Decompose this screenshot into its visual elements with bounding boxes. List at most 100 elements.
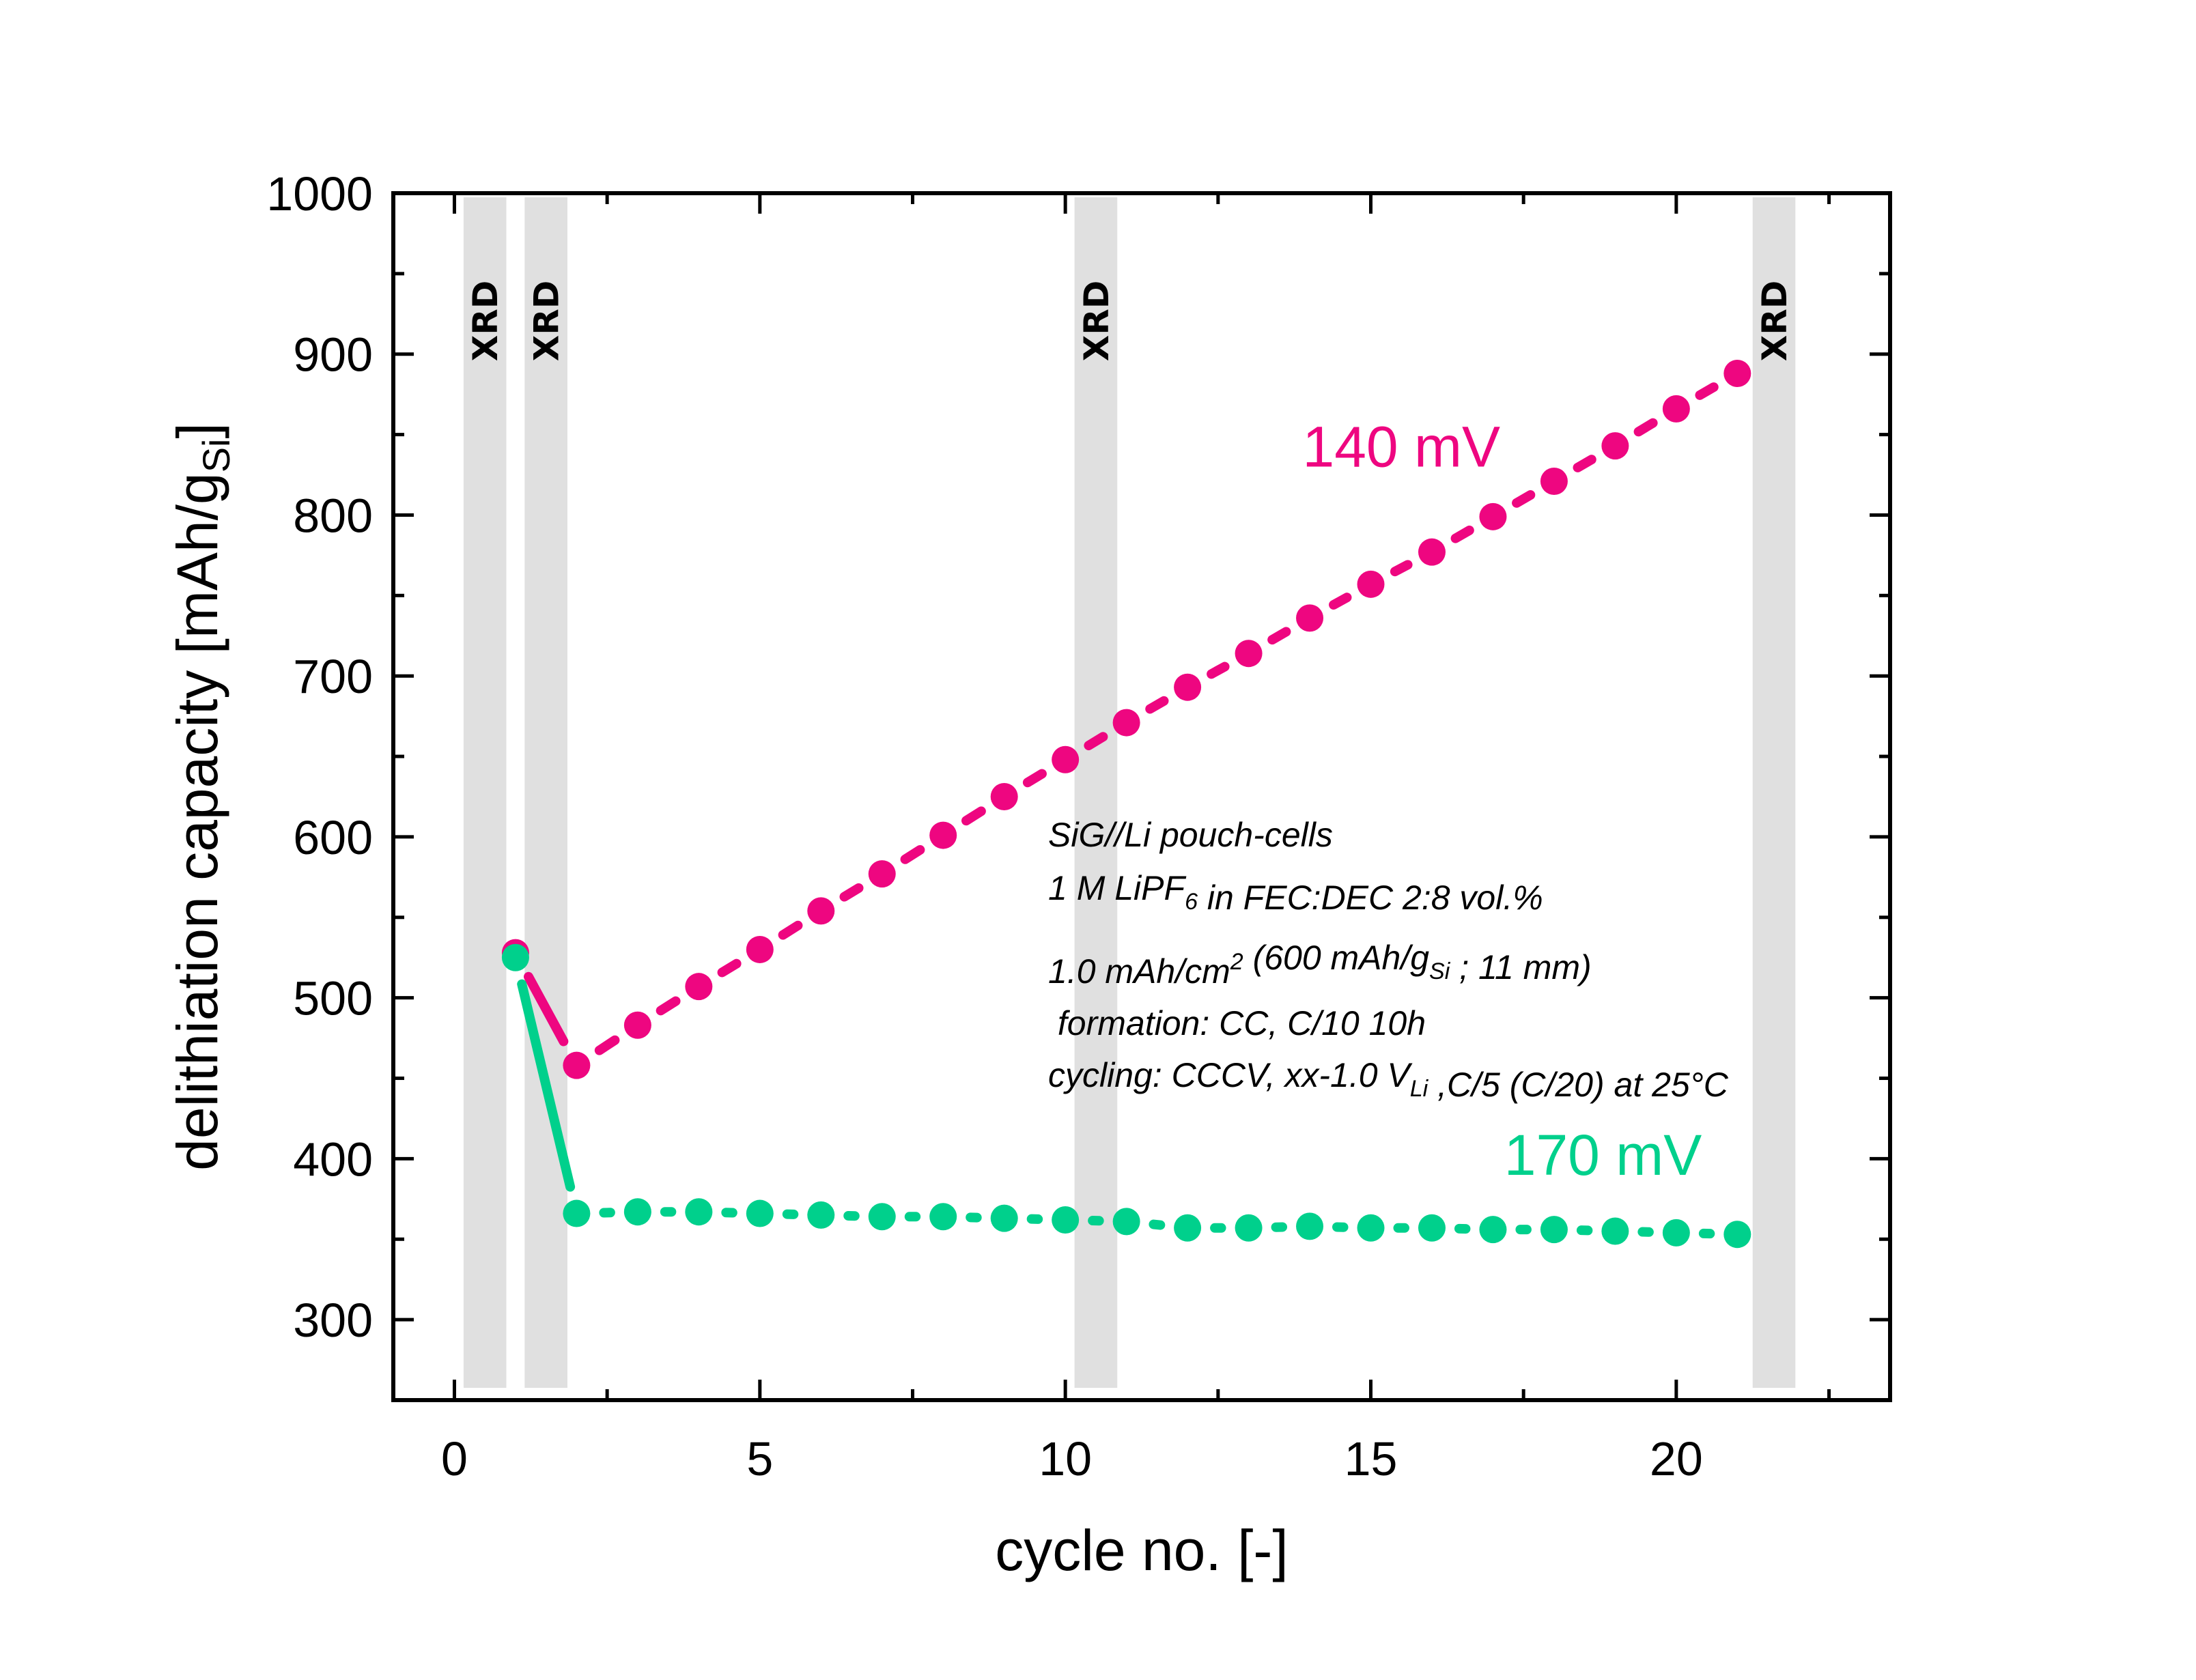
- series-layer: [501, 360, 1751, 1249]
- y-axis-title-main: delithiation capacity [mAh/g: [165, 472, 229, 1171]
- data-point: [1112, 1208, 1140, 1236]
- series-line-segment: [517, 979, 576, 1192]
- data-point: [1479, 1216, 1507, 1244]
- data-point: [1540, 467, 1568, 495]
- note-line: formation: CC, C/10 10h: [1048, 1004, 1426, 1042]
- note-subscript: Li: [1410, 1076, 1429, 1102]
- data-point: [1723, 360, 1751, 388]
- data-point: [990, 783, 1018, 810]
- series-line-segment: [1450, 525, 1474, 543]
- data-point: [1418, 1214, 1446, 1242]
- note-text: 1.0 mAh/cm: [1048, 952, 1230, 991]
- note-line: SiG//Li pouch-cells: [1048, 816, 1333, 854]
- x-tick-label: 20: [1650, 1432, 1703, 1485]
- x-axis: 0 5 10 15 20: [441, 193, 1831, 1485]
- series-line-segment: [1267, 627, 1291, 645]
- series-label: 140 mV: [1302, 415, 1500, 479]
- xrd-band: [1752, 197, 1796, 1388]
- note-text: ,C/5 (C/20) at 25°C: [1428, 1066, 1728, 1104]
- data-point: [623, 1198, 651, 1226]
- xrd-bands: XRD XRD XRD XRD: [463, 197, 1796, 1388]
- xrd-band-label: XRD: [527, 281, 567, 362]
- series-line-segment: [656, 996, 681, 1016]
- data-point: [1601, 1217, 1629, 1245]
- note-subscript: 6: [1185, 889, 1198, 915]
- data-point: [1357, 1214, 1385, 1242]
- note-superscript: 2: [1230, 949, 1243, 975]
- data-point: [868, 860, 896, 888]
- data-point: [563, 1051, 591, 1079]
- data-point: [1357, 570, 1385, 598]
- y-tick-label: 400: [293, 1133, 373, 1186]
- note-line: 1.0 mAh/cm2 (600 mAh/gSi ; 11 mm): [1048, 939, 1592, 991]
- series-line-segment: [717, 958, 742, 978]
- y-axis-title-sub: Si: [195, 438, 238, 472]
- data-point: [685, 1198, 713, 1226]
- x-axis-title: cycle no. [-]: [995, 1518, 1288, 1582]
- note-text: 1 M LiPF: [1048, 869, 1187, 907]
- x-tick-label: 5: [746, 1432, 773, 1485]
- data-point: [1052, 1206, 1080, 1234]
- series-line-segment: [1633, 418, 1658, 437]
- data-point: [1235, 640, 1263, 668]
- y-tick-label: 300: [293, 1294, 373, 1347]
- xrd-band: [463, 197, 507, 1388]
- xrd-band-label: XRD: [1077, 281, 1116, 362]
- y-tick-label: 700: [293, 650, 373, 703]
- data-point: [1174, 1214, 1202, 1242]
- series-line-segment: [1145, 696, 1169, 714]
- note-text: SiG//Li pouch-cells: [1048, 816, 1333, 854]
- plot-border: [391, 191, 1892, 1402]
- y-axis-title-end: ]: [165, 423, 229, 438]
- y-tick-label: 800: [293, 489, 373, 542]
- series-label: 170 mV: [1504, 1123, 1702, 1187]
- data-point: [1601, 432, 1629, 460]
- data-point: [563, 1199, 591, 1227]
- data-point: [746, 935, 774, 963]
- data-point: [1235, 1214, 1263, 1242]
- data-point: [1723, 1221, 1751, 1249]
- series-line-segment: [1084, 732, 1108, 751]
- series-line-segment: [1573, 455, 1596, 472]
- x-tick-label: 0: [441, 1432, 468, 1485]
- series-line-segment: [778, 920, 803, 940]
- series-line-segment: [900, 844, 925, 864]
- data-point: [1174, 673, 1202, 701]
- note-line: cycling: CCCV, xx-1.0 VLi ,C/5 (C/20) at…: [1048, 1056, 1729, 1104]
- series-line-segment: [1207, 661, 1230, 679]
- plot-frame: [391, 191, 1892, 1402]
- series-line-segment: [1390, 560, 1413, 577]
- data-point: [1540, 1216, 1568, 1244]
- data-point: [807, 897, 835, 925]
- xrd-band-label: XRD: [466, 281, 505, 362]
- series-line-segment: [1512, 490, 1536, 508]
- data-point: [1296, 1212, 1324, 1240]
- data-point: [1662, 1219, 1690, 1247]
- data-point: [1662, 395, 1690, 423]
- data-point: [929, 1203, 957, 1231]
- series-line-segment: [1022, 769, 1047, 788]
- data-point: [990, 1204, 1018, 1232]
- data-point: [501, 943, 529, 971]
- x-tick-label: 10: [1039, 1432, 1092, 1485]
- data-point: [1479, 502, 1507, 530]
- data-point: [868, 1203, 896, 1231]
- data-point: [1112, 709, 1140, 737]
- series-line-segment: [1695, 382, 1719, 400]
- series-line-segment: [839, 883, 864, 902]
- note-text: (600 mAh/g: [1243, 939, 1430, 977]
- y-tick-label: 600: [293, 811, 373, 864]
- y-axis-title: delithiation capacity [mAh/gSi]: [165, 423, 238, 1171]
- data-point: [807, 1201, 835, 1229]
- data-point: [685, 973, 713, 1001]
- note-text: ; 11 mm): [1450, 948, 1591, 986]
- y-axis: 300 400 500 600 700 800 900 1000: [266, 167, 1890, 1347]
- series-line-segment: [524, 971, 569, 1047]
- data-point: [623, 1011, 651, 1039]
- experiment-note: SiG//Li pouch-cells 1 M LiPF6 in FEC:DEC …: [1048, 816, 1729, 1104]
- note-text: in FEC:DEC 2:8 vol.%: [1198, 879, 1543, 917]
- y-tick-label: 1000: [266, 167, 373, 220]
- data-point: [1052, 745, 1080, 773]
- xrd-band-label: XRD: [1755, 281, 1794, 362]
